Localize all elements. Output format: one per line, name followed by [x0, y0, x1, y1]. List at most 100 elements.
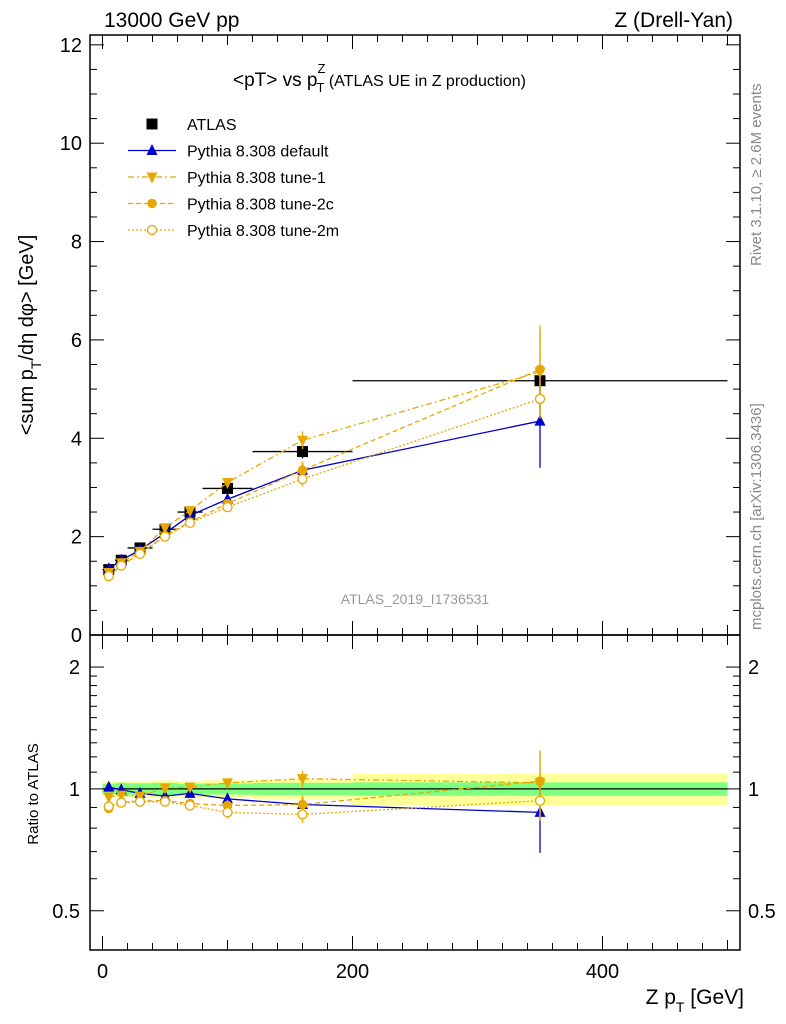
x-tick-label: 0	[97, 961, 108, 983]
legend-marker	[146, 224, 158, 236]
ratio-data-point	[103, 792, 115, 804]
ratio-ytick-label: 0.5	[52, 901, 80, 923]
main-data-point	[534, 414, 546, 426]
main-series-0	[102, 370, 728, 576]
main-series-line	[108, 368, 541, 577]
main-data-point	[222, 501, 233, 513]
main-ytick-label: 6	[71, 330, 82, 352]
ratio-ylabel: Ratio to ATLAS	[25, 743, 42, 844]
main-series-line	[108, 398, 541, 577]
legend-marker	[146, 172, 158, 184]
main-data-point	[159, 531, 171, 542]
ratio-data-point	[116, 797, 127, 808]
legend-label: Pythia 8.308 default	[187, 144, 329, 161]
main-ytick-label: 4	[71, 428, 82, 450]
main-series-3	[103, 330, 545, 582]
ratio-data-point	[222, 792, 233, 804]
ratio-data-point	[297, 799, 308, 810]
ratio-frame	[89, 634, 741, 951]
x-tick-label: 200	[336, 961, 369, 983]
ratio-axis-ticks	[90, 635, 740, 950]
rivet-label: Rivet 3.1.10, ≥ 2.6M events	[748, 84, 765, 267]
ratio-uncertainty-band	[102, 773, 728, 806]
main-data-point	[297, 465, 308, 476]
mcplots-label: mcplots.cern.ch [arXiv:1306.3436]	[748, 403, 765, 630]
ratio-ytick-label: 2	[69, 657, 80, 679]
main-ylabel-a: <sum p	[16, 369, 38, 435]
ratio-data-point	[134, 796, 146, 807]
x-axis-label-b: [GeV]	[684, 986, 744, 1009]
legend-label: Pythia 8.308 tune-1	[187, 170, 326, 187]
main-series	[102, 325, 728, 582]
ratio-data-point	[103, 780, 115, 792]
main-series-1	[103, 374, 546, 574]
main-data-point	[116, 560, 127, 571]
legend-item: Pythia 8.308 default	[128, 144, 329, 161]
main-series-line	[108, 420, 541, 570]
ratio-data-point	[184, 800, 196, 811]
main-tick-labels: 0 2 4 6 8 10 12	[60, 35, 82, 647]
ratio-data-point	[222, 807, 233, 818]
ratio-ytick-label-right: 0.5	[748, 901, 776, 923]
main-data-point	[297, 435, 308, 447]
main-title-sup: Z	[318, 61, 326, 76]
legend-marker	[146, 144, 158, 155]
ratio-data-point	[115, 790, 127, 802]
x-axis-label-sub: T	[676, 999, 685, 1015]
ratio-data-point	[159, 783, 171, 795]
main-title: <pT> vs pZ T (ATLAS UE in Z production)	[233, 61, 526, 95]
main-ylabel: <sum pT/dη dφ> [GeV]	[16, 235, 44, 436]
main-title-sub: T	[316, 80, 324, 95]
ratio-data-point	[159, 796, 171, 807]
ratio-ytick-label-right: 2	[748, 657, 759, 679]
main-data-point	[535, 364, 545, 375]
ratio-series	[103, 750, 546, 853]
ratio-ytick-label-right: 1	[748, 779, 759, 801]
main-data-point	[103, 570, 114, 582]
legend-label: Pythia 8.308 tune-2m	[187, 223, 339, 240]
main-data-point	[297, 473, 308, 485]
legend-marker	[147, 198, 157, 209]
main-data-point	[222, 478, 233, 490]
main-ylabel-sub: T	[28, 360, 44, 369]
main-ytick-label: 0	[71, 625, 82, 647]
ratio-data-point	[534, 795, 546, 806]
ratio-data-point	[184, 782, 196, 794]
x-axis-label-a: Z p	[646, 986, 676, 1009]
legend-item: Pythia 8.308 tune-2c	[128, 197, 334, 214]
main-ytick-label: 12	[60, 35, 82, 57]
main-data-point	[184, 506, 196, 518]
ratio-data-point	[535, 776, 545, 786]
main-data-point	[159, 523, 171, 535]
main-data-point	[297, 446, 308, 458]
ratio-data-point	[297, 774, 308, 786]
legend-item: Pythia 8.308 tune-1	[128, 170, 326, 187]
main-ylabel-b: /dη dφ> [GeV]	[16, 235, 38, 361]
header-right: Z (Drell-Yan)	[614, 9, 733, 32]
ratio-data-point	[103, 801, 114, 812]
header-left: 13000 GeV pp	[104, 9, 239, 32]
ratio-tick-labels: 0.5 0.5 1 1 2 2 0 200 400	[52, 657, 776, 983]
ratio-data-point	[222, 778, 233, 790]
main-title-post: (ATLAS UE in Z production)	[324, 73, 526, 90]
legend-marker	[146, 118, 158, 130]
main-ytick-label: 2	[71, 527, 82, 549]
main-series-4	[103, 381, 546, 582]
main-ytick-label: 10	[60, 133, 82, 155]
legend-label: Pythia 8.308 tune-2c	[187, 197, 334, 214]
legend: ATLAS Pythia 8.308 default Pythia 8.308 tu…	[128, 117, 339, 240]
main-data-point	[534, 393, 546, 405]
ratio-panel: 0.5 0.5 1 1 2 2 0 200 400 Ratio to ATLAS Z pT [G…	[25, 634, 776, 1015]
main-title-pre: <pT> vs p	[233, 70, 318, 91]
legend-label: ATLAS	[187, 117, 237, 134]
ratio-ytick-label: 1	[69, 779, 80, 801]
analysis-watermark: ATLAS_2019_I1736531	[341, 591, 490, 607]
main-data-point	[134, 548, 146, 560]
main-axis-ticks	[90, 35, 740, 636]
ratio-series-3	[103, 786, 546, 823]
x-axis-label: Z pT [GeV]	[646, 986, 744, 1015]
main-data-point	[184, 517, 196, 529]
main-ytick-label: 8	[71, 232, 82, 254]
